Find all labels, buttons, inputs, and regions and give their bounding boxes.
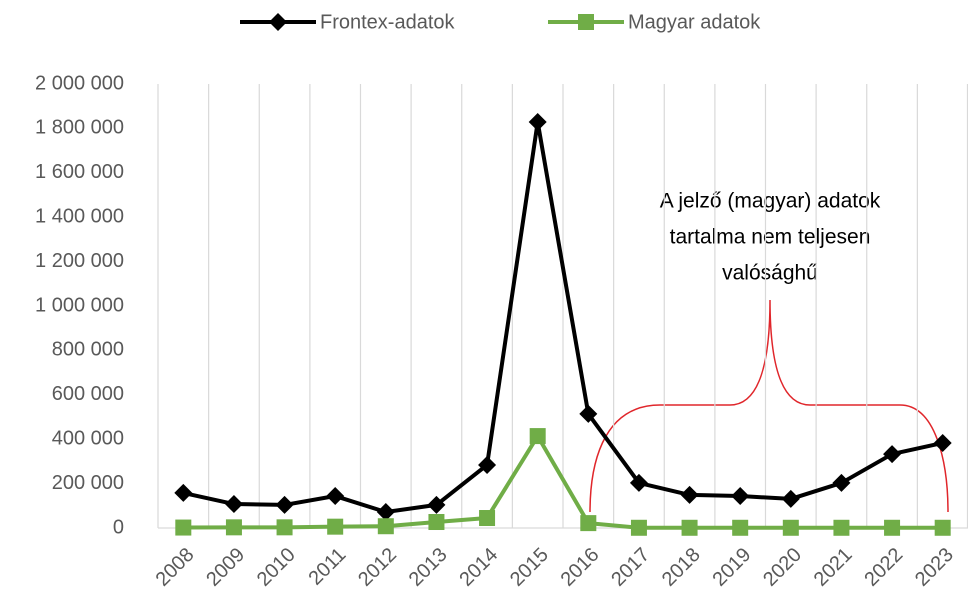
- marker: [377, 518, 394, 535]
- y-tick-label: 600 000: [52, 383, 124, 405]
- y-tick-label: 0: [113, 516, 124, 538]
- marker: [327, 518, 344, 535]
- marker: [376, 503, 395, 522]
- y-tick-label: 1 800 000: [35, 117, 124, 139]
- marker: [175, 519, 192, 536]
- y-tick-label: 400 000: [52, 427, 124, 449]
- x-tick-label: 2023: [911, 544, 958, 591]
- marker: [731, 487, 750, 506]
- marker: [781, 489, 800, 508]
- marker: [884, 519, 901, 536]
- marker: [933, 433, 952, 452]
- legend-marker: [578, 14, 594, 30]
- x-tick-label: 2013: [405, 544, 452, 591]
- marker: [580, 515, 597, 532]
- legend-marker: [269, 13, 287, 31]
- marker: [428, 514, 445, 531]
- y-tick-label: 200 000: [52, 472, 124, 494]
- legend-label: Magyar adatok: [628, 11, 761, 33]
- marker: [832, 473, 851, 492]
- x-tick-label: 2012: [354, 544, 401, 591]
- marker: [680, 485, 699, 504]
- x-tick-label: 2022: [860, 544, 907, 591]
- x-tick-label: 2011: [304, 544, 350, 590]
- marker: [276, 519, 293, 536]
- marker: [579, 404, 598, 423]
- annotation: valósághű: [722, 262, 818, 285]
- marker: [275, 495, 294, 514]
- x-tick-label: 2019: [708, 544, 755, 591]
- series-line: [183, 434, 943, 530]
- marker: [681, 519, 698, 536]
- marker: [478, 455, 497, 474]
- y-tick-label: 1 400 000: [35, 205, 124, 227]
- marker: [528, 112, 547, 131]
- x-tick-label: 2018: [658, 544, 705, 591]
- marker: [629, 473, 648, 492]
- y-tick-label: 1 200 000: [35, 250, 124, 272]
- marker: [934, 519, 951, 536]
- annotation: tartalma nem teljesen: [670, 226, 871, 249]
- marker: [529, 428, 546, 445]
- x-tick-label: 2010: [253, 544, 300, 591]
- marker: [883, 445, 902, 464]
- x-tick-label: 2017: [607, 544, 654, 591]
- marker: [630, 519, 647, 536]
- y-tick-label: 800 000: [52, 339, 124, 361]
- annotation-bracket: [589, 299, 949, 513]
- series-line: [182, 119, 944, 515]
- marker: [479, 510, 496, 527]
- x-tick-label: 2020: [759, 544, 806, 591]
- legend-label: Frontex-adatok: [320, 11, 456, 33]
- marker: [732, 519, 749, 536]
- x-tick-label: 2016: [557, 544, 604, 591]
- annotation: A jelző (magyar) adatok: [660, 190, 881, 213]
- y-tick-label: 1 000 000: [35, 294, 124, 316]
- x-tick-label: 2015: [506, 544, 553, 591]
- plot: 0 200 000 400 000 600 000 800 000 1 000 000 1 …: [35, 11, 968, 591]
- marker: [427, 495, 446, 514]
- marker: [833, 519, 850, 536]
- marker: [174, 483, 193, 502]
- y-tick-label: 1 600 000: [35, 161, 124, 183]
- x-tick-label: 2009: [202, 544, 249, 591]
- y-tick-label: 2 000 000: [35, 72, 124, 94]
- x-tick-label: 2021: [810, 544, 857, 591]
- marker: [225, 519, 242, 536]
- marker: [326, 487, 345, 506]
- x-tick-label: 2014: [455, 544, 502, 591]
- x-tick-label: 2008: [152, 544, 199, 591]
- marker: [224, 495, 243, 514]
- marker: [782, 519, 799, 536]
